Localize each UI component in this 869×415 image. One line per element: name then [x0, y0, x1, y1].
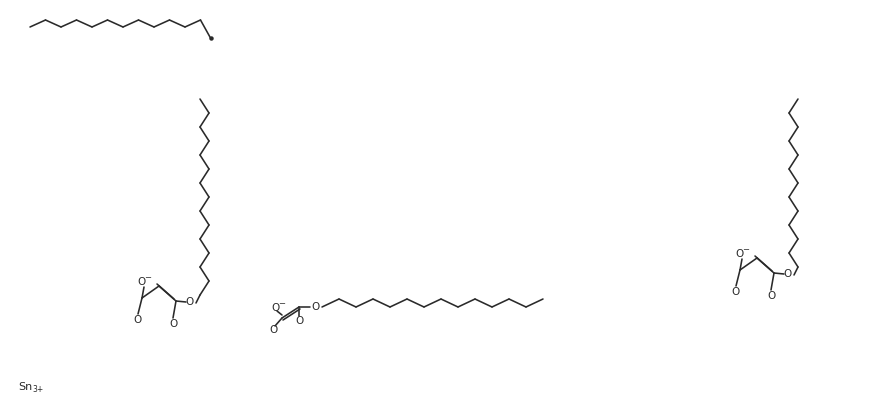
Text: O: O	[295, 316, 303, 326]
Text: −: −	[144, 273, 151, 283]
Text: O: O	[169, 319, 177, 329]
Text: −: −	[278, 300, 286, 308]
Text: Sn: Sn	[18, 382, 32, 392]
Text: O: O	[736, 249, 744, 259]
Text: −: −	[742, 246, 749, 254]
Text: 3+: 3+	[32, 386, 43, 395]
Text: O: O	[134, 315, 143, 325]
Text: O: O	[138, 277, 146, 287]
Text: O: O	[271, 303, 279, 313]
Text: O: O	[269, 325, 277, 335]
Text: O: O	[766, 291, 775, 301]
Text: O: O	[732, 287, 740, 297]
Text: O: O	[311, 302, 319, 312]
Text: O: O	[784, 269, 793, 279]
Text: O: O	[186, 297, 194, 307]
